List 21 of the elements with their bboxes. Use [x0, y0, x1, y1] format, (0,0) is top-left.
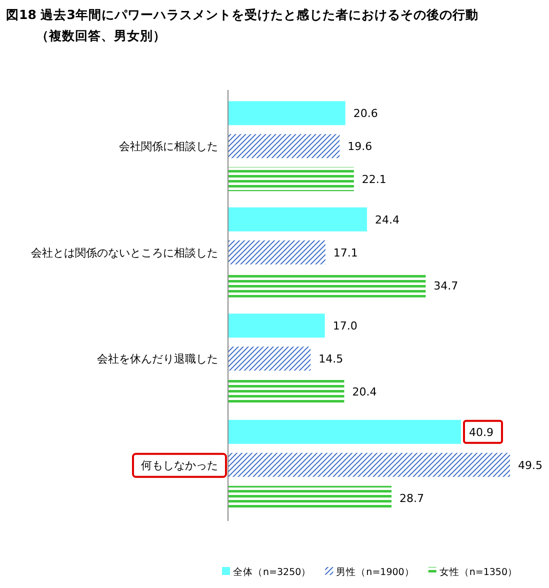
data-label: 14.5: [318, 352, 344, 366]
data-label: 17.0: [332, 320, 358, 333]
data-label: 24.4: [375, 213, 400, 226]
legend-label: 全体（n=3250）: [233, 566, 312, 578]
y-tick-label: 会社関係に相談した: [119, 140, 218, 154]
data-label: 40.9: [469, 426, 494, 439]
chart-title: 図18 過去3年間にパワーハラスメントを受けたと感じた者におけるその後の行動: [6, 7, 478, 22]
legend-label: 男性（n=1900）: [336, 566, 414, 578]
y-tick-label: 会社を休んだり退職した: [97, 352, 218, 366]
data-label: 17.1: [333, 246, 358, 260]
data-label: 20.4: [352, 386, 377, 399]
data-label: 19.6: [348, 140, 372, 154]
data-label: 22.1: [362, 173, 386, 186]
y-tick-label: 会社とは関係のないところに相談した: [31, 246, 218, 260]
legend-label: 女性（n=1350）: [439, 566, 518, 578]
y-tick-label: 何もしなかった: [141, 458, 218, 472]
data-label: 49.5: [518, 458, 542, 472]
text: （複数回答、男女別）: [36, 28, 166, 43]
data-label: 34.7: [434, 279, 458, 292]
data-label: 20.6: [353, 107, 378, 120]
data-label: 28.7: [400, 492, 424, 505]
